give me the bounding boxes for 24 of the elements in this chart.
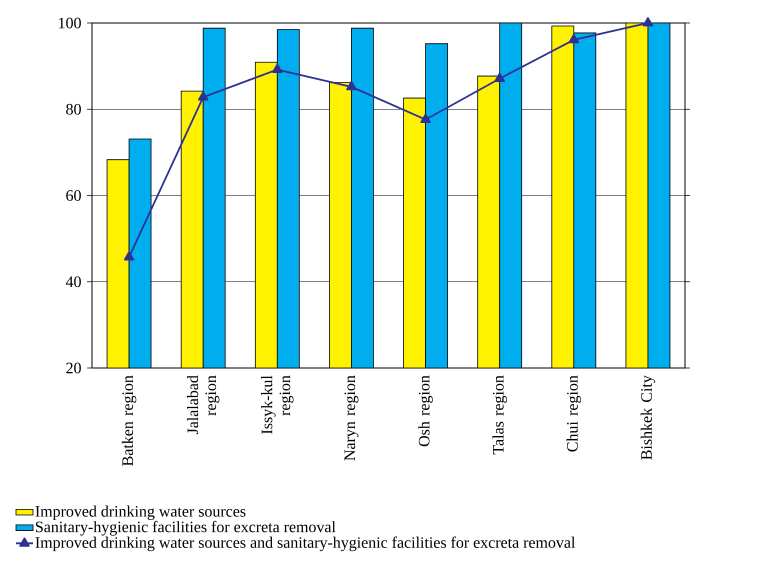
point <box>124 251 134 261</box>
y-tick-label: 100 <box>59 18 81 28</box>
x-tick-label: Issyk-kul region <box>261 375 294 434</box>
x-tick-label: Naryn region <box>344 375 358 461</box>
x-tick-label: Osh region <box>418 375 433 446</box>
legend-label: Improved drinking water sources <box>35 505 246 520</box>
x-tick-label: Jalalabad region <box>186 375 220 434</box>
legend-label: Sanitary-hygienic facilities for excreta removal <box>36 520 336 536</box>
y-tick-label: 40 <box>66 276 81 288</box>
y-tick-label: 60 <box>66 190 81 201</box>
point <box>420 114 431 123</box>
legend-label: Improved drinking water sources and sanitary-hygienic facilities for excreta removal <box>35 536 576 552</box>
y-tick-label: 20 <box>66 362 81 374</box>
point <box>494 72 505 82</box>
x-tick-label: Talas region <box>492 375 507 454</box>
x-tick-label: Chui region <box>566 375 582 452</box>
point <box>272 64 283 73</box>
point <box>568 34 580 44</box>
x-tick-label: Batken region <box>122 375 136 466</box>
point <box>642 17 654 26</box>
x-tick-label: Bishkek City <box>640 375 656 460</box>
point <box>198 91 208 101</box>
y-tick-label: 80 <box>66 104 81 115</box>
point <box>346 80 357 90</box>
